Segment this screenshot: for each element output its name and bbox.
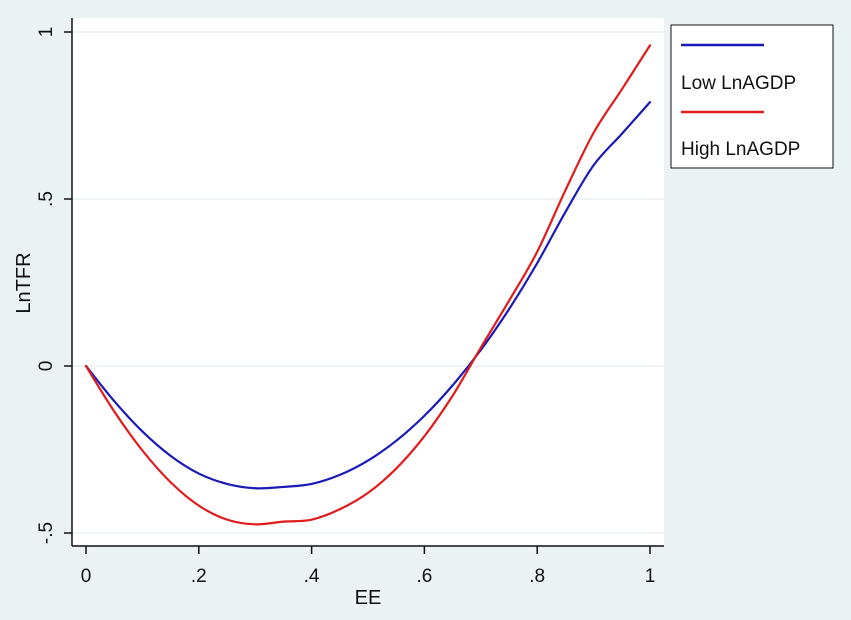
- x-tick-label: .6: [416, 566, 432, 587]
- y-tick-label: .5: [36, 191, 57, 207]
- legend-label-high-lnagdp: High LnAGDP: [681, 139, 800, 160]
- y-tick-label: 0: [36, 361, 57, 372]
- plot-area: [72, 18, 664, 546]
- legend: Low LnAGDP High LnAGDP: [670, 24, 834, 169]
- legend-label-low-lnagdp: Low LnAGDP: [681, 73, 796, 94]
- series-layer: [84, 44, 652, 526]
- y-tick-label: -.5: [36, 522, 57, 544]
- y-axis-title: LnTFR: [13, 252, 35, 313]
- axes-layer: [71, 18, 664, 547]
- grid-layer: [72, 31, 664, 534]
- legend-box: [670, 24, 834, 169]
- x-tick-label: .2: [191, 566, 207, 587]
- series-line-high-lnagdp: [84, 44, 652, 526]
- x-axis-title: EE: [355, 587, 382, 609]
- x-tick-label: .4: [304, 566, 320, 587]
- x-tick-label: 1: [645, 566, 656, 587]
- y-tick-label: 1: [36, 27, 57, 38]
- series-line-low-lnagdp: [84, 101, 652, 490]
- tick-layer: -.5 0 .5 1 0 .2 .4 .6 .8 1: [36, 27, 655, 587]
- x-tick-label: .8: [529, 566, 545, 587]
- x-tick-label: 0: [81, 566, 92, 587]
